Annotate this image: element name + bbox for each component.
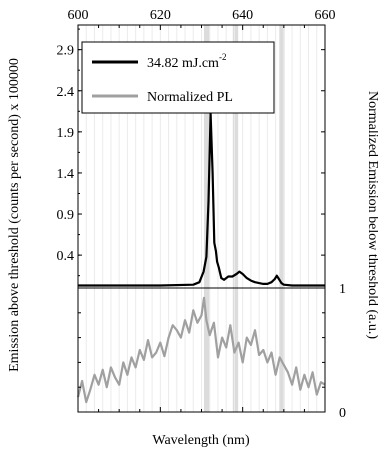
y-right-tick-label-1: 1 bbox=[339, 282, 346, 297]
y-axis-label-right: Normalized Emission below threshold (a.u… bbox=[365, 91, 378, 339]
legend-label-fluence-sup: -2 bbox=[219, 52, 227, 62]
y-tick-label-2: 1.4 bbox=[57, 167, 75, 182]
series-line-fluence bbox=[78, 112, 325, 287]
shaded-band-0 bbox=[203, 25, 210, 412]
legend-label-fluence-main: 34.82 mJ.cm bbox=[147, 56, 219, 71]
y-right-tick-label-0: 0 bbox=[339, 406, 346, 421]
shaded-bands bbox=[203, 25, 285, 412]
x-axis-label: Wavelength (nm) bbox=[152, 433, 250, 448]
y-tick-label-5: 2.9 bbox=[57, 44, 75, 59]
legend: 34.82 mJ.cm-2 Normalized PL bbox=[81, 41, 275, 114]
shaded-band-2 bbox=[279, 25, 285, 412]
axis-ticks: 600 620 640 660 0.4 0.9 1.4 1.9 2.4 2.9 0 1 bbox=[57, 8, 347, 421]
y-axis-label-left: Emission above threshold (counts per sec… bbox=[7, 58, 22, 372]
y-tick-label-4: 2.4 bbox=[57, 85, 75, 100]
x-tick-label-3: 660 bbox=[315, 8, 336, 23]
y-tick-label-1: 0.9 bbox=[57, 208, 75, 223]
x-tick-label-2: 640 bbox=[232, 8, 253, 23]
legend-label-normalized-pl: Normalized PL bbox=[147, 90, 233, 105]
y-tick-label-3: 1.9 bbox=[57, 126, 75, 141]
x-tick-label-0: 600 bbox=[68, 8, 89, 23]
y-tick-label-0: 0.4 bbox=[57, 249, 75, 264]
legend-label-fluence: 34.82 mJ.cm-2 bbox=[147, 52, 226, 71]
legend-box bbox=[81, 41, 275, 114]
series-line-normalized-pl bbox=[76, 296, 326, 404]
series-lines bbox=[76, 112, 326, 404]
x-tick-label-1: 620 bbox=[150, 8, 171, 23]
shaded-band-1 bbox=[232, 25, 239, 412]
